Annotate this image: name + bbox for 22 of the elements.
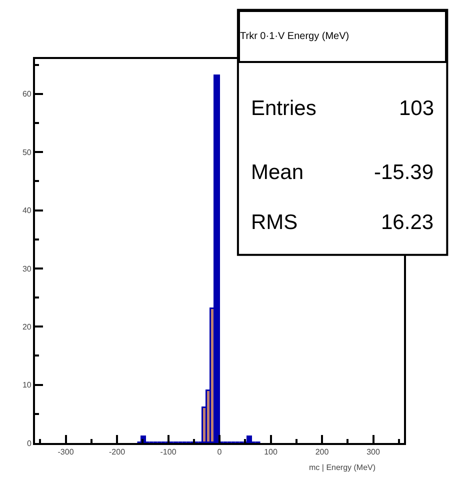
y-tick-label: 10 xyxy=(22,380,32,390)
x-tick-label: 200 xyxy=(315,448,330,457)
x-tick-label: -300 xyxy=(58,448,74,457)
x-tick-label: 300 xyxy=(366,448,380,457)
annotation: 16.23 xyxy=(381,211,434,234)
annotation: RMS xyxy=(251,211,298,234)
annotation: 103 xyxy=(399,97,434,120)
y-tick-label: 50 xyxy=(22,148,32,157)
y-tick-label: 30 xyxy=(22,264,32,274)
x-axis-title: mc | Energy (MeV) xyxy=(309,463,376,472)
x-tick-label: 0 xyxy=(217,448,222,457)
chart-title: Trkr 0·1·V Energy (MeV) xyxy=(240,30,350,42)
y-tick-label: 20 xyxy=(22,322,32,332)
x-tick-label: -200 xyxy=(108,448,126,457)
y-tick-label: 0 xyxy=(26,438,32,448)
annotation: -15.39 xyxy=(374,161,434,184)
annotation: Mean xyxy=(251,161,304,184)
x-tick-label: 100 xyxy=(264,448,278,457)
x-tick-label: -100 xyxy=(160,448,177,457)
annotation: Entries xyxy=(251,97,316,120)
y-tick-label: 40 xyxy=(22,206,32,216)
y-tick-label: 60 xyxy=(22,90,32,99)
